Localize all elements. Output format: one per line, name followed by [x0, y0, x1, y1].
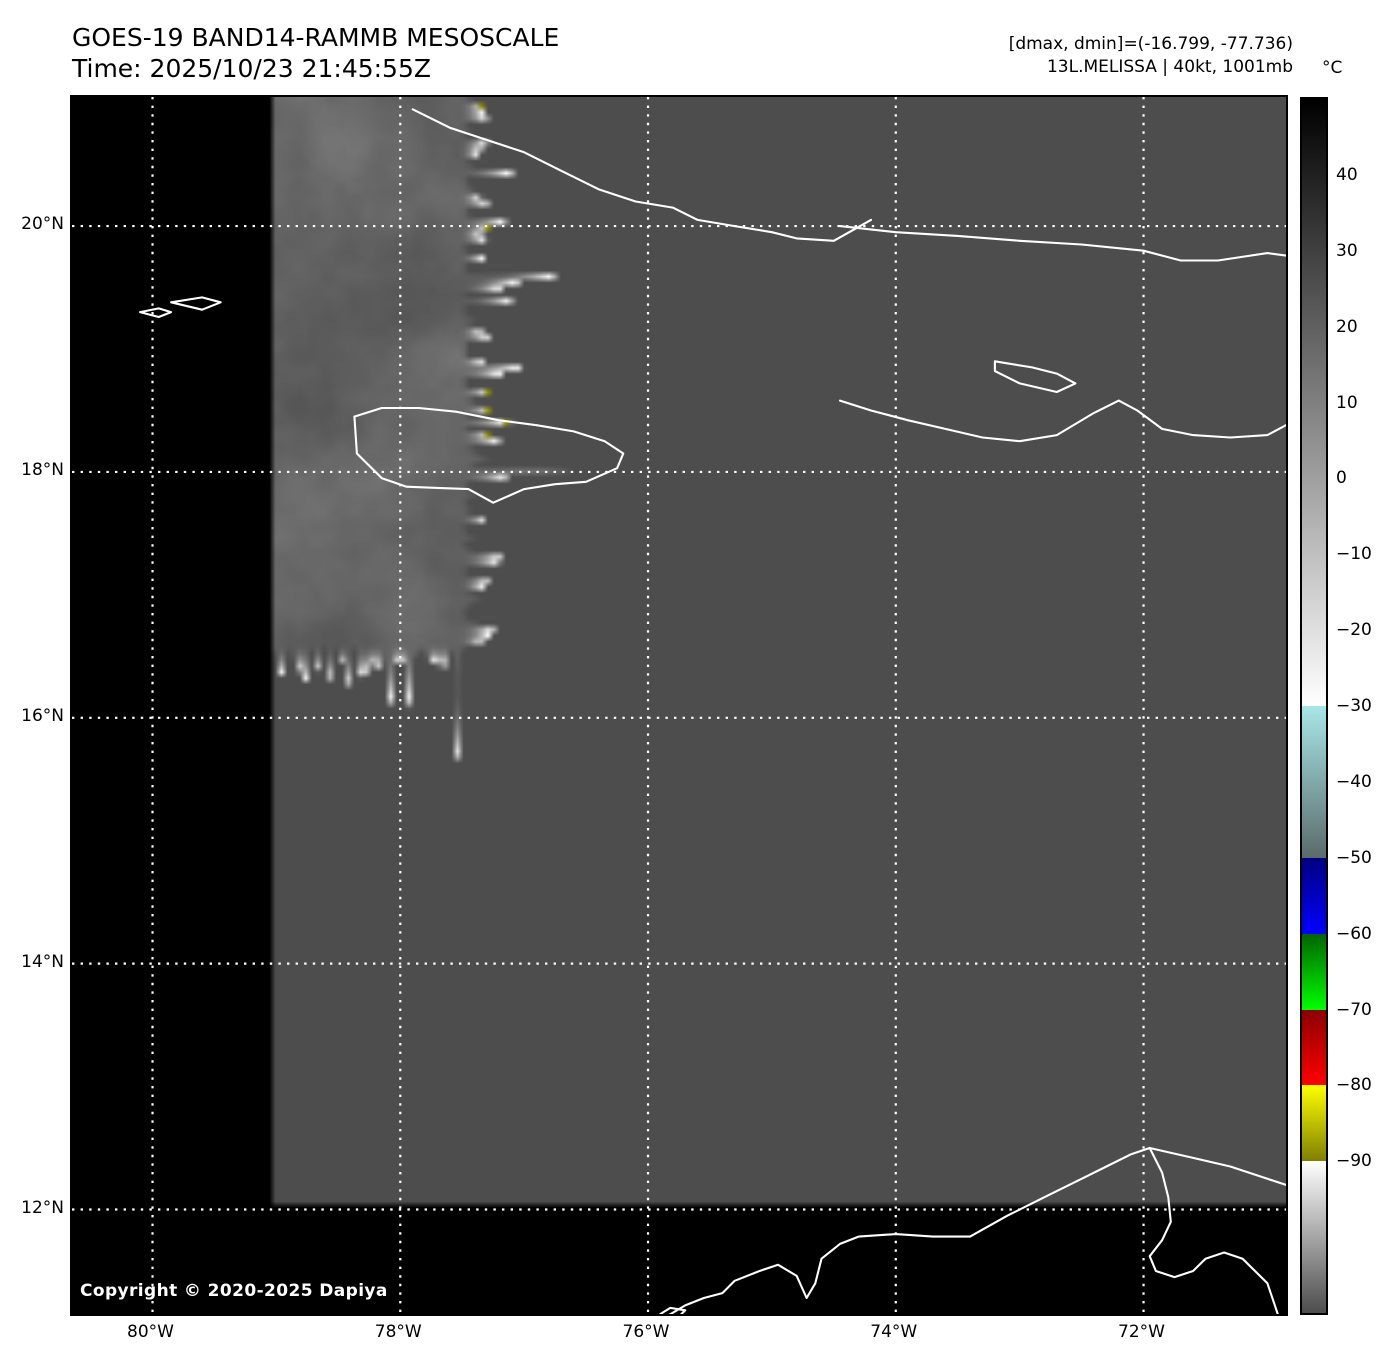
storm-info-readout: 13L.MELISSA | 40kt, 1001mb	[1046, 57, 1293, 77]
copyright-notice: Copyright © 2020-2025 Dapiya	[80, 1281, 388, 1301]
coastline-venez-n	[1148, 1146, 1286, 1186]
colorbar-tick-0: 0	[1336, 468, 1347, 489]
title-block: GOES-19 BAND14-RAMMB MESOSCALE Time: 202…	[72, 22, 559, 84]
page-title: GOES-19 BAND14-RAMMB MESOSCALE	[72, 23, 560, 52]
coastline-cuba-se	[411, 108, 873, 242]
ir-brightness-temperature-raster	[72, 97, 1286, 1314]
colorbar-tick--90: −90	[1336, 1151, 1372, 1172]
metadata-block: [dmax, dmin]=(-16.799, -77.736) 13L.MELI…	[1009, 33, 1293, 79]
colorbar-band-4	[1302, 1009, 1326, 1086]
latitude-tick-12: 12°N	[21, 1197, 64, 1218]
colorbar[interactable]	[1300, 97, 1328, 1315]
colorbar-tick-20: 20	[1336, 316, 1358, 337]
colorbar-band-0	[1302, 99, 1326, 706]
coastline-overlay	[139, 108, 1286, 1314]
latitude-tick-18: 18°N	[21, 459, 64, 480]
coastline-guajira	[1148, 1146, 1279, 1314]
longitude-tick-76: 76°W	[622, 1322, 670, 1342]
colorbar-tick--40: −40	[1336, 771, 1372, 792]
coastline-cayman-b	[170, 296, 222, 311]
coastline-haiti-dr-north	[838, 225, 1286, 262]
timestamp-line: Time: 2025/10/23 21:45:55Z	[72, 54, 431, 83]
colorbar-band-2	[1302, 857, 1326, 934]
longitude-tick-72: 72°W	[1118, 1322, 1166, 1342]
coastline-cayman-a	[139, 307, 173, 319]
longitude-tick-80: 80°W	[127, 1322, 174, 1342]
colorbar-tick--60: −60	[1336, 923, 1372, 944]
coastline-gonave	[993, 360, 1077, 394]
coastline-jamaica	[353, 406, 625, 504]
colorbar-tick--20: −20	[1336, 620, 1372, 641]
colorbar-tick--30: −30	[1336, 696, 1372, 716]
colorbar-tick--10: −10	[1336, 544, 1372, 565]
satellite-plot-area[interactable]	[70, 95, 1288, 1316]
colorbar-band-3	[1302, 933, 1326, 1010]
colorbar-unit-label: °C	[1322, 58, 1343, 78]
coastline-small-isl	[659, 1306, 687, 1314]
colorbar-tick-10: 10	[1336, 392, 1358, 413]
latitude-tick-20: 20°N	[21, 214, 64, 235]
colorbar-band-1	[1302, 706, 1326, 858]
colorbar-tick--70: −70	[1336, 999, 1372, 1020]
longitude-tick-78: 78°W	[374, 1322, 422, 1342]
dmax-dmin-readout: [dmax, dmin]=(-16.799, -77.736)	[1008, 34, 1293, 54]
latitude-tick-14: 14°N	[21, 951, 64, 972]
colorbar-tick--80: −80	[1336, 1075, 1372, 1096]
satellite-imagery-canvas	[72, 97, 1286, 1314]
colorbar-tick--50: −50	[1336, 847, 1372, 868]
coastline-sa-coast	[668, 1146, 1151, 1314]
coastline-hispaniola-s	[838, 399, 1286, 443]
colorbar-band-5	[1302, 1085, 1326, 1162]
colorbar-band-6	[1302, 1161, 1326, 1313]
longitude-tick-74: 74°W	[870, 1322, 918, 1342]
colorbar-tick-40: 40	[1336, 164, 1358, 185]
latitude-tick-16: 16°N	[21, 705, 64, 726]
colorbar-tick-30: 30	[1336, 240, 1358, 261]
